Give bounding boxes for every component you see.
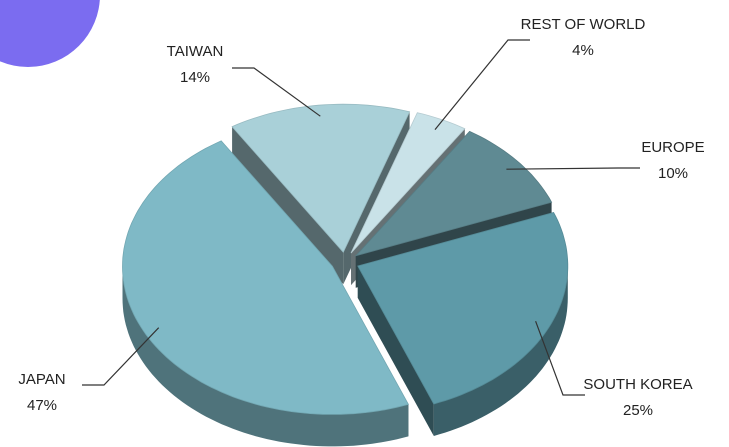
leader-line	[82, 327, 160, 386]
slice	[357, 212, 569, 405]
slice-side	[357, 266, 434, 436]
leader-line	[434, 39, 530, 130]
slice-label: REST OF WORLD	[521, 16, 646, 33]
slice-label: EUROPE	[641, 139, 704, 156]
slice-value: 14%	[180, 69, 210, 86]
corner-decoration	[0, 0, 100, 67]
slice-side	[232, 126, 344, 285]
slice-wall	[122, 266, 409, 447]
slice-value: 10%	[658, 165, 688, 182]
slice-value: 25%	[623, 402, 653, 419]
slice-label: JAPAN	[18, 371, 65, 388]
slice	[350, 112, 466, 254]
slice	[231, 103, 411, 253]
slice-wall	[433, 266, 568, 436]
leader-line	[535, 320, 585, 396]
slice-value: 4%	[572, 42, 594, 59]
leader-line	[232, 67, 321, 117]
slice	[354, 130, 553, 257]
slice-value: 47%	[27, 397, 57, 414]
leader-line	[506, 167, 640, 170]
slice	[122, 140, 409, 415]
slice-label: SOUTH KOREA	[583, 376, 692, 393]
slice-label: TAIWAN	[167, 43, 224, 60]
